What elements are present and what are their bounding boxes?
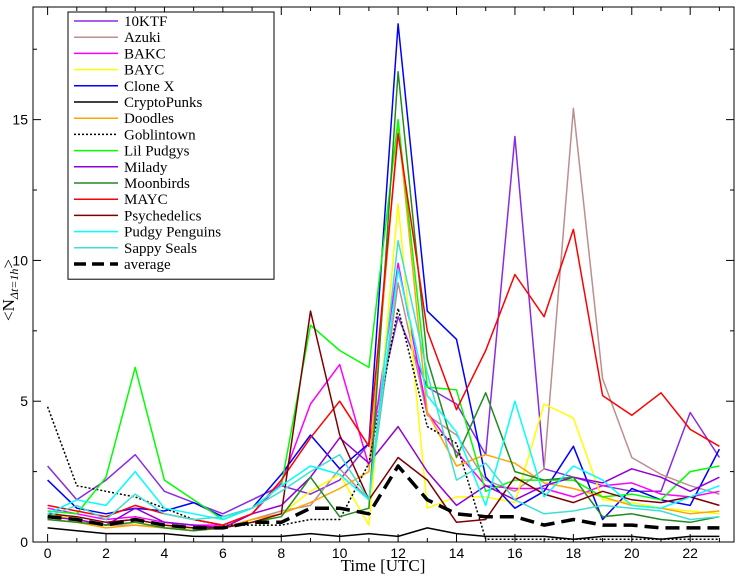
legend-label-sappy-seals: Sappy Seals	[124, 241, 197, 257]
plot-frame	[32, 6, 735, 543]
x-tick-label: 4	[161, 545, 169, 561]
x-tick-label: 20	[624, 545, 640, 561]
x-tick-label: 22	[682, 545, 698, 561]
series-line-sappy-seals	[47, 239, 720, 521]
legend-label-milady: Milady	[124, 160, 168, 176]
y-axis-title-main: <N	[0, 299, 18, 321]
y-axis-title-subscript: Δt=1h	[7, 269, 21, 300]
legend-label-clone-x: Clone X	[124, 79, 175, 95]
legend-label-moonbirds: Moonbirds	[124, 176, 190, 192]
legend-label-average: average	[124, 257, 171, 273]
x-tick-label: 0	[44, 545, 52, 561]
legend-label-lil-pudgys: Lil Pudgys	[124, 144, 190, 160]
series-line-milady	[47, 425, 720, 529]
legend-label-psychedelics: Psychedelics	[124, 208, 202, 224]
legend-label-bakc: BAKC	[124, 46, 166, 62]
x-axis-title: Time [UTC]	[341, 556, 426, 575]
legend-label-bayc: BAYC	[124, 63, 164, 79]
series-layer	[46, 23, 721, 540]
x-tick-label: 6	[219, 545, 227, 561]
series-line-average	[47, 464, 720, 530]
series-line-cryptopunks	[47, 527, 720, 540]
x-tick-label: 16	[507, 545, 523, 561]
y-tick-label: 5	[20, 393, 28, 409]
x-tick-label: 14	[449, 545, 465, 561]
legend-label-mayc: MAYC	[124, 192, 168, 208]
y-tick-label: 15	[12, 112, 28, 128]
y-tick-label: 0	[20, 534, 28, 550]
legend-label-cryptopunks: CryptoPunks	[124, 95, 203, 111]
y-tick-label: 10	[12, 252, 28, 268]
legend-label-pudgy-penguins: Pudgy Penguins	[124, 225, 221, 241]
series-line-lil-pudgys	[47, 118, 720, 521]
x-tick-label: 8	[277, 545, 285, 561]
y-axis-title-end: >	[0, 259, 18, 269]
x-tick-label: 18	[566, 545, 582, 561]
y-axis-title: <NΔt=1h>	[0, 259, 21, 321]
x-tick-label: 2	[102, 545, 110, 561]
series-line-goblintown	[46, 307, 720, 540]
legend-label-goblintown: Goblintown	[124, 127, 196, 143]
legend-box	[67, 11, 275, 280]
series-line-mayc	[47, 132, 720, 526]
x-tick-label: 12	[390, 545, 406, 561]
legend-label-doodles: Doodles	[124, 111, 174, 127]
legend-label-azuki: Azuki	[124, 30, 161, 46]
x-tick-label: 10	[332, 545, 348, 561]
legend-label-10ktf: 10KTF	[124, 14, 167, 30]
series-line-pudgy-penguins	[47, 268, 720, 521]
